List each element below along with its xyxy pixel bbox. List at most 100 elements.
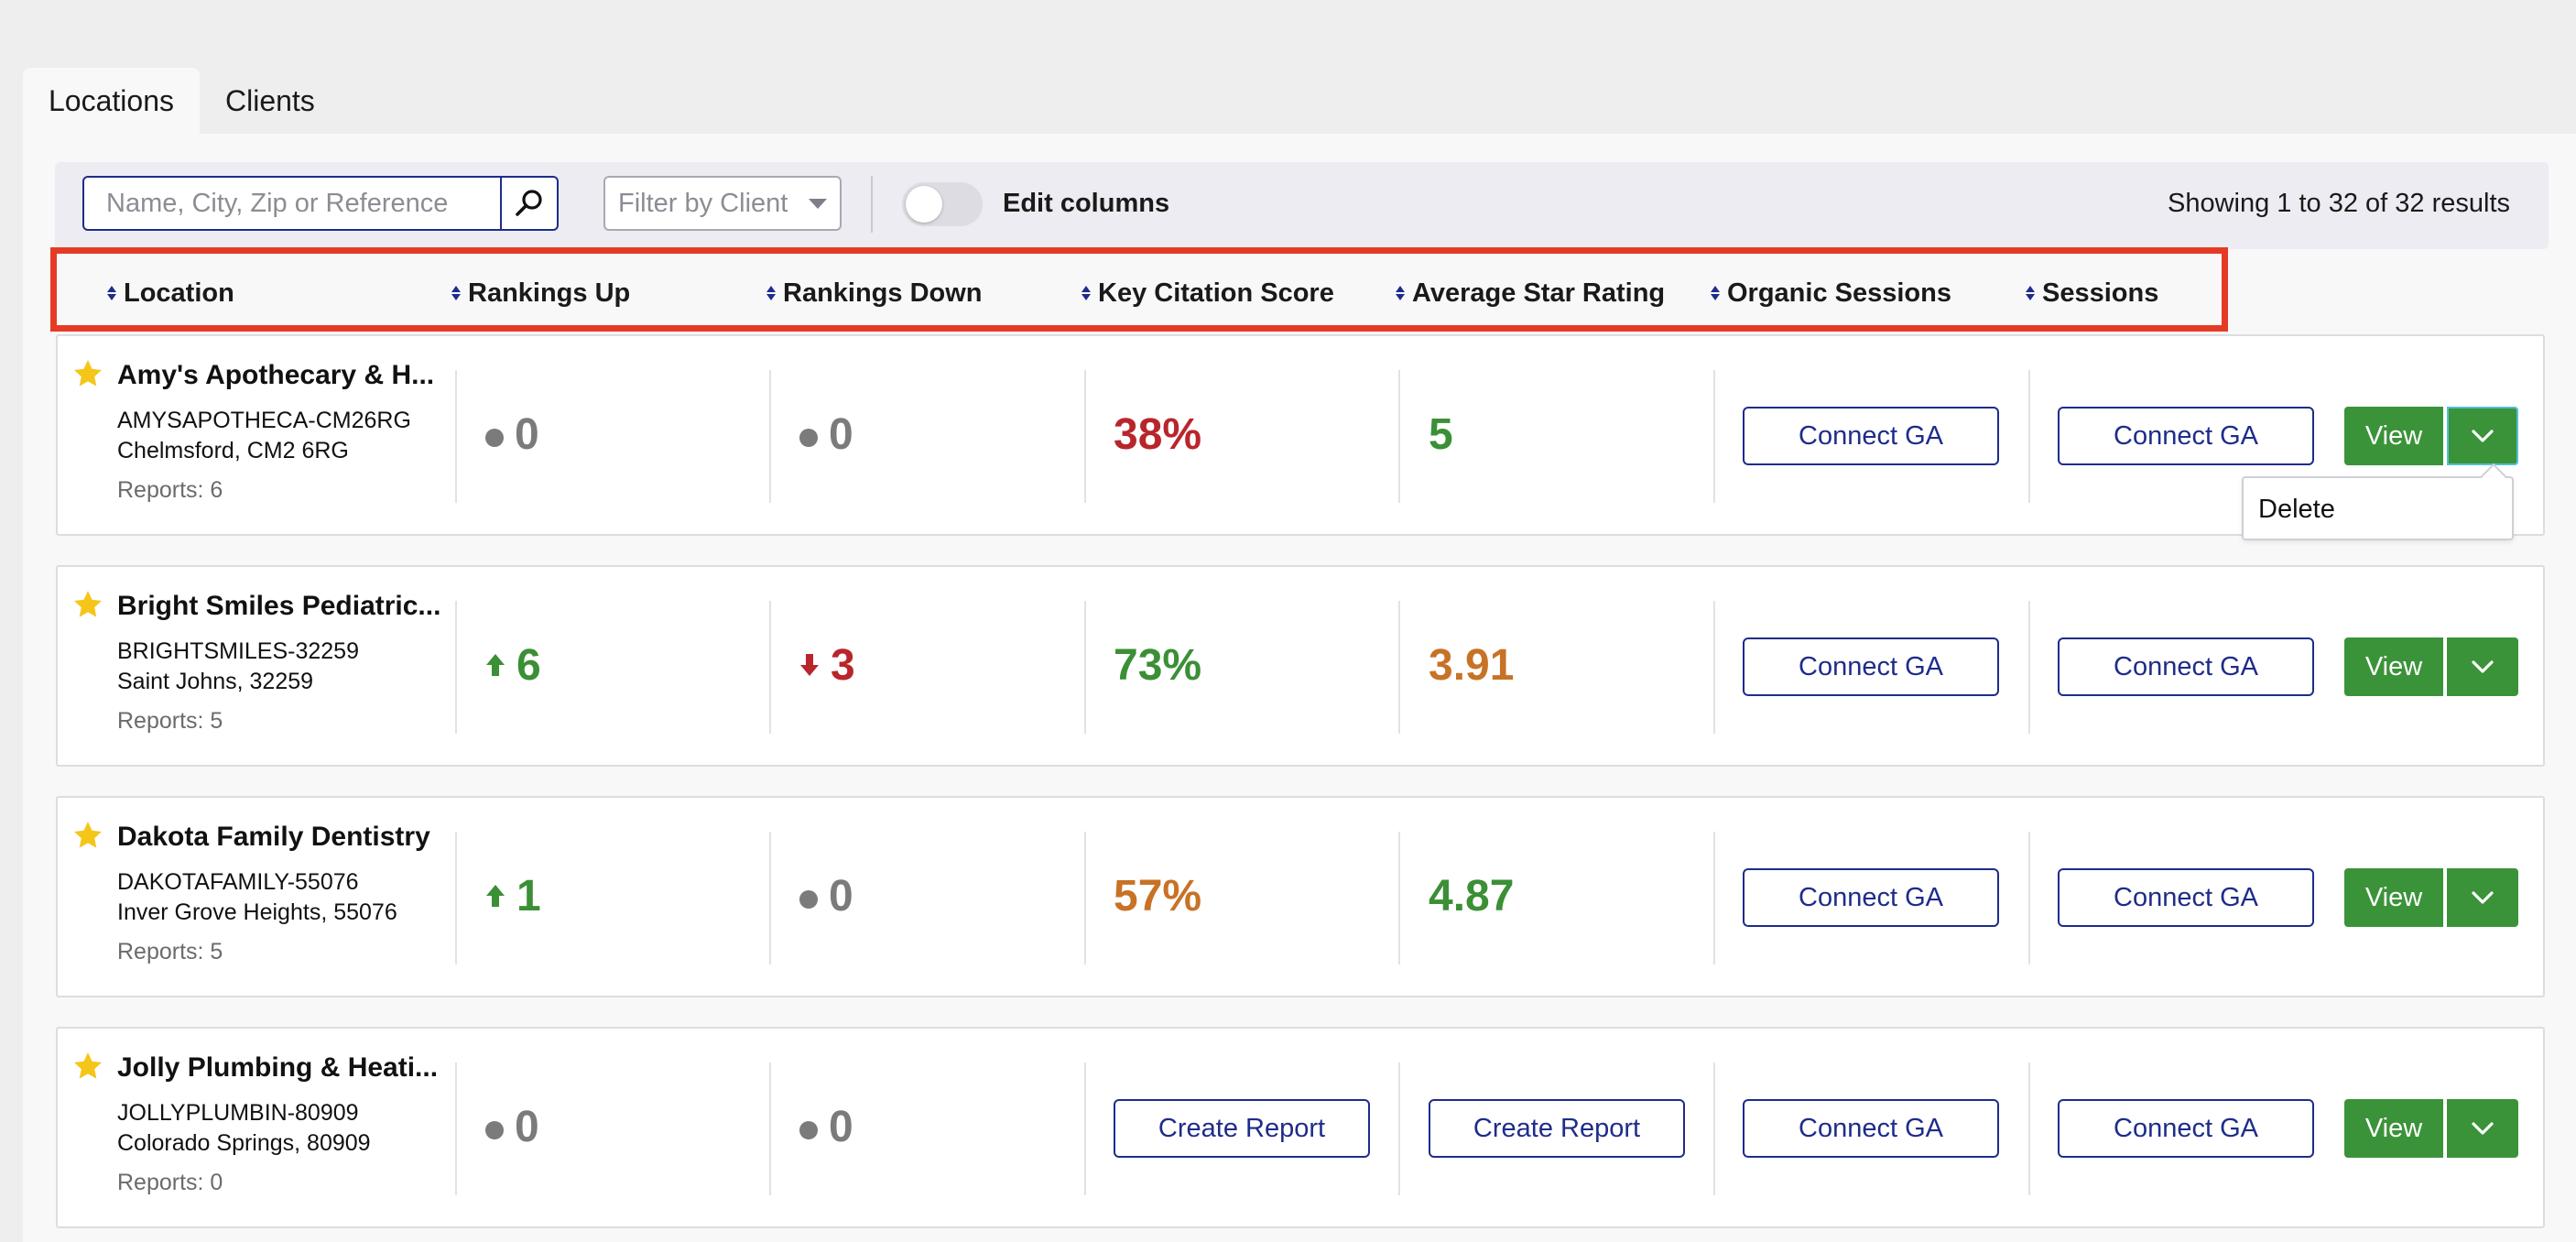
location-city: Colorado Springs, 80909 xyxy=(117,1130,371,1156)
connect-ga-organic-button[interactable]: Connect GA xyxy=(1743,637,1999,696)
row-actions-dropdown-button[interactable] xyxy=(2447,407,2518,465)
location-city: Chelmsford, CM2 6RG xyxy=(117,438,349,463)
neutral-dot-icon xyxy=(799,1121,818,1139)
row-actions-dropdown-button[interactable] xyxy=(2447,637,2518,696)
location-name[interactable]: Amy's Apothecary & H... xyxy=(117,360,435,390)
column-divider xyxy=(2028,832,2030,964)
connect-ga-organic-button[interactable]: Connect GA xyxy=(1743,407,1999,465)
sort-icon xyxy=(2026,286,2035,300)
view-button[interactable]: View xyxy=(2344,868,2443,927)
metric-number: 0 xyxy=(829,871,853,921)
sort-icon xyxy=(766,286,776,300)
chevron-down-icon xyxy=(2472,430,2494,442)
edit-columns-label: Edit columns xyxy=(1003,189,1170,218)
column-header-key-citation-score[interactable]: Key Citation Score xyxy=(1081,261,1334,325)
column-divider xyxy=(1398,370,1400,503)
tab-bar: Locations Clients xyxy=(23,68,341,134)
citation-score-value: 57% xyxy=(1114,871,1202,921)
arrow-up-icon xyxy=(486,885,505,907)
search-button[interactable] xyxy=(502,176,559,231)
location-name[interactable]: Dakota Family Dentistry xyxy=(117,822,430,852)
column-divider xyxy=(1398,601,1400,734)
rankings-down-value: 0 xyxy=(799,864,853,928)
location-reports: Reports: 5 xyxy=(117,708,223,734)
connect-ga-organic-button[interactable]: Connect GA xyxy=(1743,1099,1999,1158)
metric-number: 0 xyxy=(829,1102,853,1151)
tab-locations[interactable]: Locations xyxy=(23,68,200,134)
star-rating-value: 3.91 xyxy=(1429,640,1515,690)
metric-number: 0 xyxy=(829,409,853,459)
arrow-up-icon xyxy=(486,654,505,676)
chevron-down-icon xyxy=(809,198,827,209)
toolbar-divider xyxy=(871,176,873,233)
column-header-location[interactable]: Location xyxy=(107,261,234,325)
chevron-down-icon xyxy=(2472,891,2494,904)
column-header-average-star-rating[interactable]: Average Star Rating xyxy=(1396,261,1665,325)
location-reports: Reports: 0 xyxy=(117,1170,223,1195)
column-divider xyxy=(1398,832,1400,964)
column-divider xyxy=(769,832,771,964)
metric-number: 0 xyxy=(515,1102,539,1151)
star-icon[interactable] xyxy=(71,357,104,390)
create-report-rating-button[interactable]: Create Report xyxy=(1429,1099,1685,1158)
column-header-organic-sessions[interactable]: Organic Sessions xyxy=(1711,261,1951,325)
tab-clients[interactable]: Clients xyxy=(224,84,315,117)
location-reports: Reports: 5 xyxy=(117,939,223,964)
delete-menu-item[interactable]: Delete xyxy=(2258,495,2335,524)
star-icon[interactable] xyxy=(71,1050,104,1083)
view-button[interactable]: View xyxy=(2344,637,2443,696)
client-filter-placeholder: Filter by Client xyxy=(618,188,788,218)
location-reference: BRIGHTSMILES-32259 xyxy=(117,638,359,664)
view-button[interactable]: View xyxy=(2344,407,2443,465)
column-header-label: Key Citation Score xyxy=(1098,278,1334,308)
metric-number: 1 xyxy=(516,871,541,921)
column-header-rankings-down[interactable]: Rankings Down xyxy=(766,261,983,325)
citation-score-value: 73% xyxy=(1114,640,1202,690)
column-divider xyxy=(455,370,457,503)
column-header-label: Organic Sessions xyxy=(1727,278,1951,308)
column-divider xyxy=(2028,370,2030,503)
column-divider xyxy=(1398,1062,1400,1195)
search-input[interactable] xyxy=(82,176,502,231)
results-count: Showing 1 to 32 of 32 results xyxy=(2167,189,2510,218)
location-reports: Reports: 6 xyxy=(117,477,223,503)
column-header-rankings-up[interactable]: Rankings Up xyxy=(451,261,630,325)
column-header-label: Rankings Down xyxy=(783,278,983,308)
view-button[interactable]: View xyxy=(2344,1099,2443,1158)
column-divider xyxy=(1713,1062,1715,1195)
column-divider xyxy=(455,601,457,734)
column-divider xyxy=(1713,370,1715,503)
location-row: Jolly Plumbing & Heati... JOLLYPLUMBIN-8… xyxy=(56,1027,2545,1228)
rankings-down-value: 0 xyxy=(799,402,853,466)
sort-icon xyxy=(1081,286,1091,300)
connect-ga-sessions-button[interactable]: Connect GA xyxy=(2058,407,2314,465)
column-header-label: Sessions xyxy=(2042,278,2159,308)
column-divider xyxy=(455,832,457,964)
column-divider xyxy=(1084,370,1086,503)
column-header-label: Average Star Rating xyxy=(1412,278,1666,308)
column-divider xyxy=(2028,601,2030,734)
row-actions-dropdown-button[interactable] xyxy=(2447,1099,2518,1158)
client-filter-select[interactable]: Filter by Client xyxy=(603,176,842,231)
connect-ga-sessions-button[interactable]: Connect GA xyxy=(2058,637,2314,696)
location-city: Saint Johns, 32259 xyxy=(117,669,314,694)
connect-ga-organic-button[interactable]: Connect GA xyxy=(1743,868,1999,927)
location-name[interactable]: Bright Smiles Pediatric... xyxy=(117,591,441,621)
connect-ga-sessions-button[interactable]: Connect GA xyxy=(2058,1099,2314,1158)
column-divider xyxy=(1084,601,1086,734)
location-row: Dakota Family Dentistry DAKOTAFAMILY-550… xyxy=(56,796,2545,997)
location-name[interactable]: Jolly Plumbing & Heati... xyxy=(117,1052,439,1083)
create-report-citation-button[interactable]: Create Report xyxy=(1114,1099,1370,1158)
rankings-up-value: 6 xyxy=(485,633,541,697)
star-rating-value: 5 xyxy=(1429,409,1453,459)
edit-columns-toggle[interactable] xyxy=(902,182,983,226)
connect-ga-sessions-button[interactable]: Connect GA xyxy=(2058,868,2314,927)
row-actions-dropdown-button[interactable] xyxy=(2447,868,2518,927)
column-header-sessions[interactable]: Sessions xyxy=(2026,261,2158,325)
column-divider xyxy=(769,601,771,734)
column-divider xyxy=(769,370,771,503)
metric-number: 3 xyxy=(831,640,855,690)
star-icon[interactable] xyxy=(71,588,104,621)
star-icon[interactable] xyxy=(71,819,104,852)
column-divider xyxy=(455,1062,457,1195)
